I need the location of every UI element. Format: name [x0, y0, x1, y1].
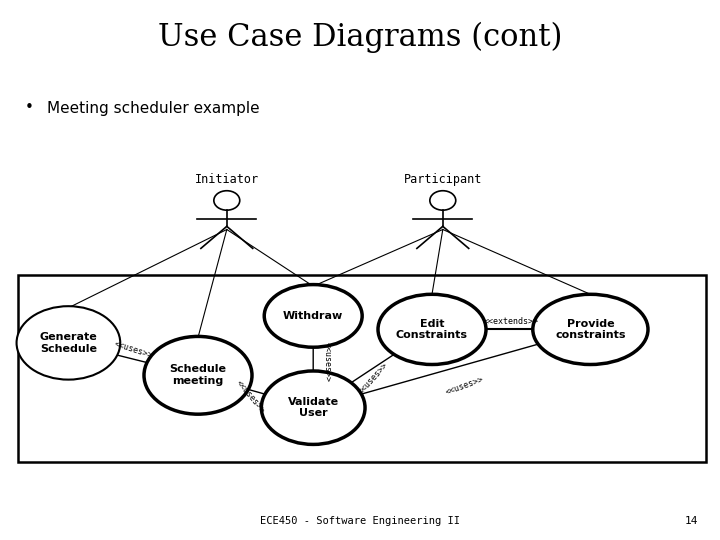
Ellipse shape [533, 294, 648, 364]
Text: Generate
Schedule: Generate Schedule [40, 332, 97, 354]
Text: <<uses>>: <<uses>> [444, 375, 485, 397]
Text: <<extends>>: <<extends>> [484, 317, 539, 326]
Text: Validate
User: Validate User [287, 397, 339, 418]
Text: <<uses>>: <<uses>> [113, 340, 153, 360]
Text: <<uses>>: <<uses>> [323, 342, 332, 382]
Text: Withdraw: Withdraw [283, 311, 343, 321]
Text: Participant: Participant [404, 173, 482, 186]
Text: <<uses>>: <<uses>> [356, 360, 390, 396]
Text: <<uses>>: <<uses>> [234, 379, 267, 415]
Text: Schedule
meeting: Schedule meeting [169, 364, 227, 386]
Text: Provide
constraints: Provide constraints [555, 319, 626, 340]
Text: Use Case Diagrams (cont): Use Case Diagrams (cont) [158, 22, 562, 53]
Bar [18, 275, 706, 462]
Ellipse shape [378, 294, 486, 364]
Ellipse shape [17, 306, 120, 380]
Ellipse shape [144, 336, 252, 414]
Text: Edit
Constraints: Edit Constraints [396, 319, 468, 340]
Text: •: • [25, 100, 34, 116]
Text: Initiator: Initiator [194, 173, 259, 186]
Text: 14: 14 [685, 516, 698, 526]
Text: ECE450 - Software Engineering II: ECE450 - Software Engineering II [260, 516, 460, 526]
Ellipse shape [261, 371, 365, 444]
Text: Meeting scheduler example: Meeting scheduler example [47, 100, 259, 116]
Ellipse shape [264, 285, 362, 347]
